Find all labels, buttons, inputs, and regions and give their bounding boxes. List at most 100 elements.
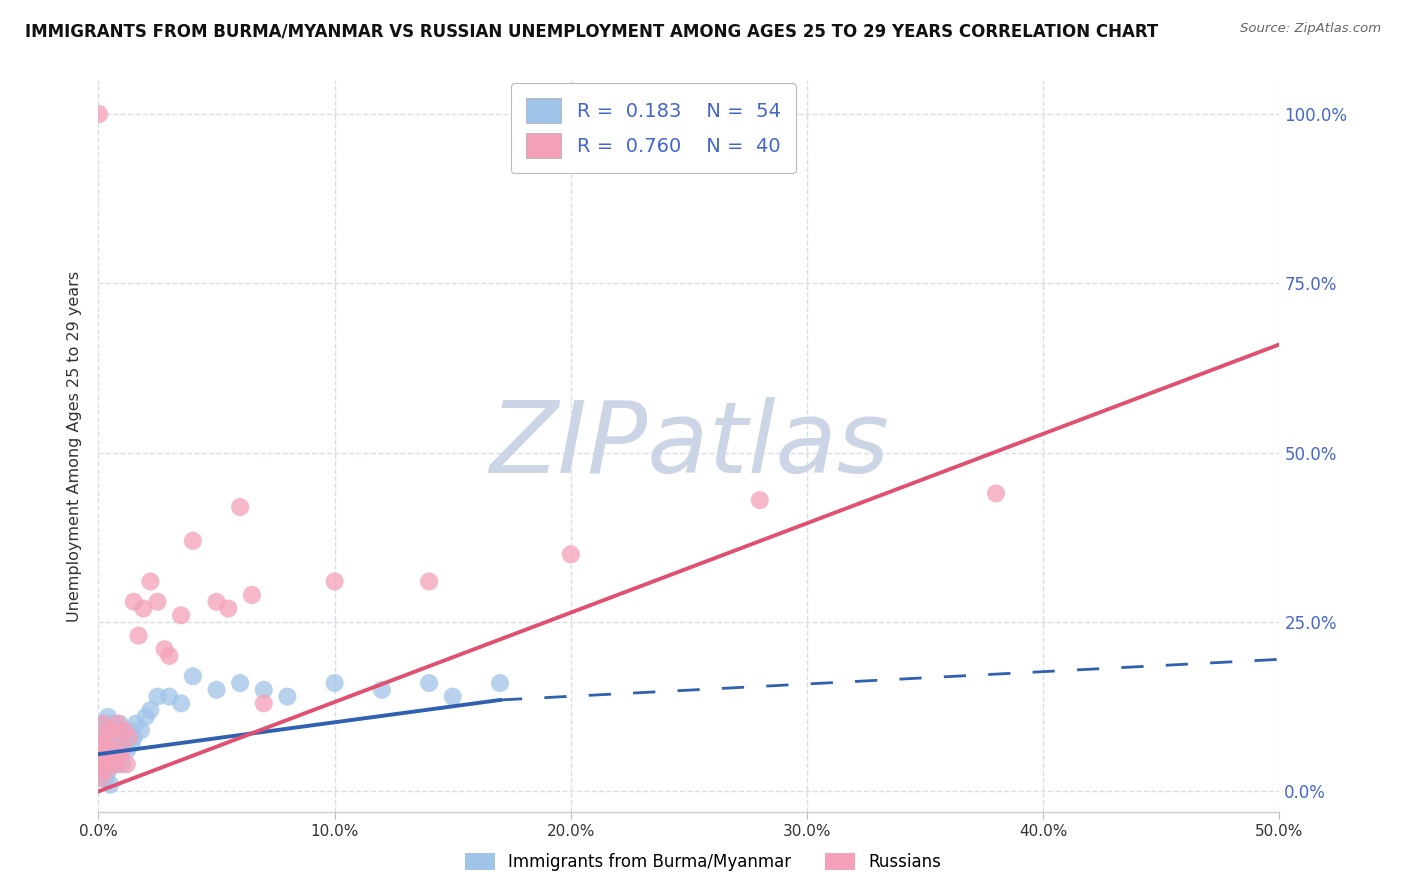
Point <box>105 750 128 764</box>
Point <box>115 744 138 758</box>
Point <box>139 703 162 717</box>
Y-axis label: Unemployment Among Ages 25 to 29 years: Unemployment Among Ages 25 to 29 years <box>67 270 83 622</box>
Point <box>139 574 162 589</box>
Point <box>205 682 228 697</box>
Point <box>157 690 180 704</box>
Point <box>94 764 117 778</box>
Point <box>323 574 346 589</box>
Point <box>89 107 111 121</box>
Legend: R =  0.183    N =  54, R =  0.760    N =  40: R = 0.183 N = 54, R = 0.760 N = 40 <box>510 83 796 173</box>
Point <box>104 730 127 744</box>
Point <box>112 723 135 738</box>
Point <box>98 750 121 764</box>
Point <box>93 764 115 778</box>
Point <box>153 642 176 657</box>
Point <box>489 676 512 690</box>
Point <box>135 710 157 724</box>
Legend: Immigrants from Burma/Myanmar, Russians: Immigrants from Burma/Myanmar, Russians <box>457 845 949 880</box>
Point <box>97 710 120 724</box>
Point <box>101 744 124 758</box>
Point <box>105 723 128 738</box>
Point <box>90 744 112 758</box>
Point <box>89 750 111 764</box>
Text: Source: ZipAtlas.com: Source: ZipAtlas.com <box>1240 22 1381 36</box>
Point <box>108 750 131 764</box>
Point <box>91 771 114 785</box>
Point <box>157 648 180 663</box>
Point <box>94 730 117 744</box>
Point <box>181 669 204 683</box>
Point <box>118 730 141 744</box>
Point <box>91 737 114 751</box>
Point <box>323 676 346 690</box>
Point <box>98 778 121 792</box>
Text: IMMIGRANTS FROM BURMA/MYANMAR VS RUSSIAN UNEMPLOYMENT AMONG AGES 25 TO 29 YEARS : IMMIGRANTS FROM BURMA/MYANMAR VS RUSSIAN… <box>25 22 1159 40</box>
Point <box>91 757 114 772</box>
Point <box>94 750 117 764</box>
Point <box>91 716 114 731</box>
Point <box>97 750 120 764</box>
Point <box>97 737 120 751</box>
Point <box>115 757 138 772</box>
Point <box>125 716 148 731</box>
Point <box>93 744 115 758</box>
Point <box>181 533 204 548</box>
Point <box>132 601 155 615</box>
Point <box>91 730 114 744</box>
Point <box>104 757 127 772</box>
Point <box>146 690 169 704</box>
Point <box>111 744 134 758</box>
Point <box>94 771 117 785</box>
Point <box>108 744 131 758</box>
Point <box>101 744 124 758</box>
Point <box>91 757 114 772</box>
Point <box>276 690 298 704</box>
Point <box>418 574 440 589</box>
Text: ZIPatlas: ZIPatlas <box>489 398 889 494</box>
Point <box>89 771 111 785</box>
Point <box>560 547 582 561</box>
Point <box>418 676 440 690</box>
Point <box>111 757 134 772</box>
Point <box>229 676 252 690</box>
Point <box>170 697 193 711</box>
Point <box>170 608 193 623</box>
Point <box>105 757 128 772</box>
Point <box>984 486 1007 500</box>
Point <box>108 716 131 731</box>
Point <box>105 716 128 731</box>
Point <box>98 757 121 772</box>
Point <box>205 595 228 609</box>
Point <box>371 682 394 697</box>
Point <box>90 750 112 764</box>
Point <box>90 737 112 751</box>
Point <box>91 744 114 758</box>
Point <box>146 595 169 609</box>
Point <box>90 764 112 778</box>
Point <box>240 588 263 602</box>
Point <box>122 595 145 609</box>
Point <box>98 730 121 744</box>
Point <box>91 716 114 731</box>
Point <box>217 601 239 615</box>
Point <box>112 730 135 744</box>
Point <box>441 690 464 704</box>
Point <box>229 500 252 514</box>
Point <box>111 737 134 751</box>
Point <box>128 629 150 643</box>
Point <box>122 730 145 744</box>
Point <box>94 723 117 738</box>
Point <box>121 737 143 751</box>
Point <box>253 697 276 711</box>
Point <box>101 716 124 731</box>
Point <box>118 723 141 738</box>
Point <box>89 757 111 772</box>
Point <box>98 723 121 738</box>
Point <box>129 723 152 738</box>
Point <box>748 493 770 508</box>
Point <box>90 771 112 785</box>
Point <box>253 682 276 697</box>
Point <box>96 757 118 772</box>
Point <box>104 730 127 744</box>
Point <box>97 764 120 778</box>
